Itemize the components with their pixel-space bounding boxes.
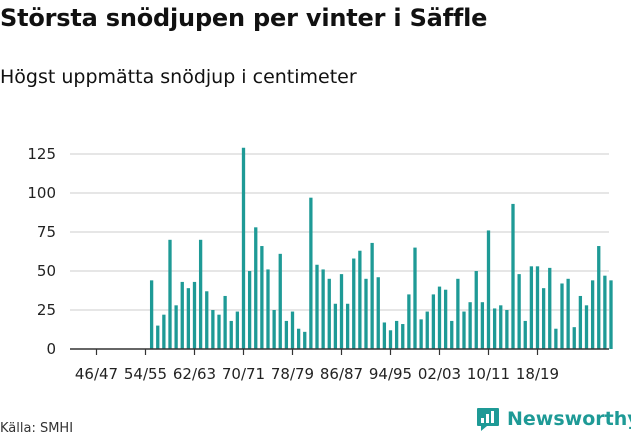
chart-subtitle: Högst uppmätta snödjup i centimeter [0, 66, 357, 88]
bar [260, 246, 264, 349]
bar [211, 310, 215, 349]
bar [578, 295, 583, 349]
bar [603, 275, 607, 349]
x-tick-label: 54/55 [124, 365, 167, 383]
bar [382, 322, 387, 349]
bar [315, 264, 319, 349]
source-label: Källa: SMHI [0, 421, 74, 436]
x-tick-label: 62/63 [173, 365, 216, 383]
brand-name: Newsworthy [507, 408, 631, 430]
bar [352, 258, 356, 349]
bar [168, 239, 172, 349]
bar [535, 266, 540, 349]
bar [517, 274, 521, 349]
bar [241, 147, 246, 349]
x-tick-label: 10/11 [467, 365, 510, 383]
bar [486, 230, 491, 349]
bar [345, 303, 350, 349]
bar [523, 320, 527, 349]
brand-logo[interactable]: Newsworthy [475, 406, 631, 432]
bar [560, 283, 564, 349]
bar [450, 320, 454, 349]
bar [321, 269, 325, 349]
bar [401, 324, 405, 349]
bar [149, 280, 154, 349]
y-tick-label: 25 [37, 301, 56, 319]
bar [584, 305, 589, 349]
x-tick-label: 46/47 [75, 365, 118, 383]
bar [480, 302, 485, 349]
bar [419, 319, 423, 349]
bar [511, 203, 515, 349]
bar [174, 305, 178, 349]
bar [358, 250, 362, 349]
bar [548, 267, 552, 349]
bar [217, 314, 221, 349]
bar-chart: 0 25 50 75 100 125 46/47 54/55 62/63 70/71 78/79 86… [27, 145, 613, 383]
y-tick-label: 75 [37, 223, 56, 241]
bar [229, 320, 233, 349]
bar [303, 331, 307, 349]
bar [254, 227, 258, 349]
bar [198, 239, 203, 349]
bar [284, 320, 289, 349]
bar [572, 327, 576, 349]
bar [609, 280, 613, 349]
bar [394, 320, 399, 349]
bar [339, 274, 344, 349]
bar [290, 311, 295, 349]
bar [266, 269, 270, 349]
bar [327, 278, 331, 349]
bar [437, 286, 442, 349]
bar [462, 311, 466, 349]
bar [407, 294, 411, 349]
x-tick-label: 86/87 [320, 365, 363, 383]
bar [413, 247, 417, 349]
bar [474, 271, 478, 349]
bar [296, 328, 301, 349]
bar [364, 278, 368, 349]
y-tick-label: 50 [37, 262, 56, 280]
bar [597, 246, 601, 349]
x-tick-label: 78/79 [271, 365, 314, 383]
bar [541, 288, 546, 349]
bar [554, 328, 558, 349]
bar [186, 288, 191, 349]
bar [456, 278, 460, 349]
bar [388, 330, 393, 349]
bar [333, 303, 338, 349]
bar [205, 291, 209, 349]
bar [180, 281, 184, 349]
x-tick-label: 70/71 [222, 365, 265, 383]
bar [468, 302, 472, 349]
bar [431, 294, 436, 349]
y-tick-label: 0 [46, 340, 56, 358]
y-tick-label: 100 [27, 184, 56, 202]
bar [223, 295, 227, 349]
bar [162, 314, 166, 349]
bar [499, 305, 503, 349]
bar [309, 197, 313, 349]
chart-title: Största snödjupen per vinter i Säffle [0, 4, 488, 32]
x-tick-label: 94/95 [369, 365, 412, 383]
bar [247, 271, 252, 349]
bar [370, 242, 374, 349]
bar [235, 311, 240, 349]
bar [192, 281, 197, 349]
bar [376, 277, 380, 349]
bar [278, 253, 282, 349]
y-tick-label: 125 [27, 145, 56, 163]
bar [492, 308, 497, 349]
bar [425, 311, 429, 349]
x-tick-label: 18/19 [516, 365, 559, 383]
bar [590, 280, 595, 349]
bar [443, 289, 448, 349]
bar [566, 278, 570, 349]
x-tick-label: 02/03 [418, 365, 461, 383]
bar [529, 266, 534, 349]
newsworthy-logo-icon [477, 408, 499, 431]
bar [272, 310, 276, 349]
bar [505, 310, 509, 349]
bar [156, 325, 160, 349]
